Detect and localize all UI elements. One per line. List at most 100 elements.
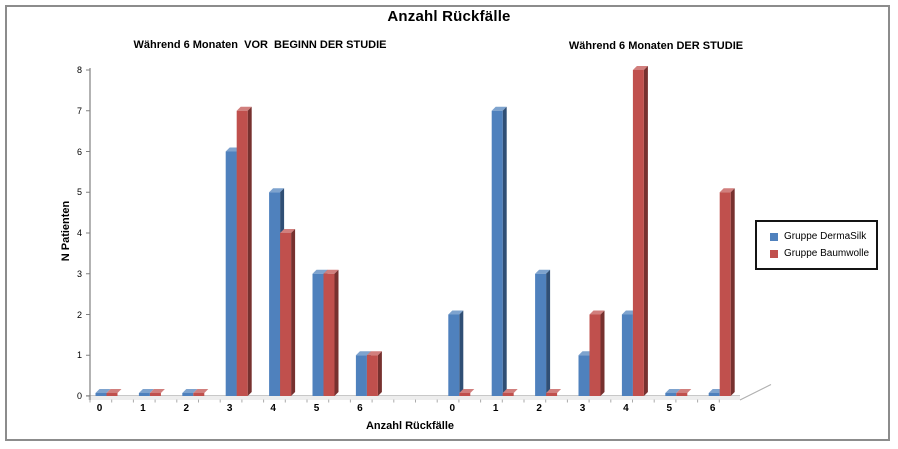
x-category-label: 6 [357, 403, 363, 414]
x-category-label: 0 [449, 403, 456, 414]
y-tick-label: 0 [76, 391, 82, 401]
bar [280, 233, 292, 396]
x-category-label: 0 [96, 403, 103, 414]
bar-side-face [247, 106, 252, 396]
x-category-label: 1 [492, 403, 499, 414]
bar [225, 151, 237, 396]
x-category-label: 3 [226, 403, 233, 414]
bar-side-face [730, 188, 735, 396]
bar-zero-top-face [106, 389, 122, 393]
x-category-label: 1 [140, 403, 146, 414]
bar [491, 110, 503, 396]
bar [366, 355, 378, 396]
bar-zero-top-face [138, 389, 154, 393]
y-axis-title: N Patienten [60, 200, 72, 262]
bar-side-face [546, 269, 551, 396]
bar [719, 192, 731, 396]
bar-side-face [291, 229, 296, 396]
y-tick-label: 1 [76, 350, 82, 361]
x-category-label: 6 [709, 403, 716, 414]
bar-zero-top-face [502, 389, 518, 393]
x-category-label: 2 [536, 403, 542, 414]
bar-top-face [535, 269, 551, 274]
x-category-label: 5 [313, 403, 320, 414]
y-tick-label: 4 [76, 228, 82, 238]
bar-top-face [312, 269, 328, 274]
y-tick-label: 6 [76, 146, 82, 157]
bar-zero-top-face [95, 389, 111, 393]
bar-zero [502, 393, 514, 396]
bar [312, 273, 324, 396]
bar-side-face [334, 269, 339, 396]
bar-side-face [502, 106, 507, 396]
bar-zero-top-face [676, 389, 692, 393]
bar [578, 355, 590, 396]
bar [355, 355, 367, 396]
bar-top-face [491, 106, 507, 111]
bar-zero [149, 393, 161, 396]
bar-zero-top-face [193, 389, 209, 393]
y-tick-label: 2 [76, 309, 82, 320]
x-category-label: 4 [623, 403, 629, 414]
legend-swatch-dermasilk-icon [770, 232, 778, 241]
bar [269, 192, 281, 396]
group-header-during-study: Während 6 Monaten DER STUDIE [568, 40, 744, 52]
bar-zero-top-face [459, 389, 475, 393]
x-category-label: 3 [579, 403, 586, 414]
bar-top-face [719, 188, 735, 193]
bar-top-face [448, 310, 464, 315]
legend-label-dermasilk: Gruppe DermaSilk [784, 231, 867, 242]
legend-item-dermasilk: Gruppe DermaSilk [770, 228, 876, 245]
bar-top-face [269, 188, 285, 193]
group-header-before-study: Während 6 Monaten VOR BEGINN DER STUDIE [133, 39, 387, 51]
bar-zero-top-face [546, 389, 562, 393]
bar [535, 273, 547, 396]
legend-label-baumwolle: Gruppe Baumwolle [784, 248, 870, 259]
bar-zero [193, 393, 205, 396]
legend-item-baumwolle: Gruppe Baumwolle [770, 245, 876, 262]
bar-side-face [643, 66, 648, 396]
legend-swatch-baumwolle-icon [770, 249, 778, 258]
chart-border-frame [5, 5, 890, 441]
bar-top-face [236, 106, 252, 111]
x-category-label: 4 [270, 403, 276, 414]
bar-top-face [355, 351, 371, 356]
bar [323, 273, 335, 396]
y-tick-label: 7 [76, 105, 82, 116]
bar-zero [665, 393, 677, 396]
y-tick-label: 5 [76, 187, 82, 198]
legend-box: Gruppe DermaSilk Gruppe Baumwolle [755, 220, 878, 270]
bar-side-face [377, 351, 382, 396]
bar-side-face [459, 310, 464, 396]
bar-zero [106, 393, 118, 396]
bar-top-face [280, 229, 296, 233]
bar [589, 314, 601, 396]
bar-top-face [632, 66, 648, 70]
bar-zero [459, 393, 471, 396]
bar [632, 70, 644, 396]
bar-zero [676, 393, 688, 396]
bar-zero [546, 393, 558, 396]
x-category-label: 2 [183, 403, 190, 414]
bar-zero-top-face [182, 389, 198, 393]
bar [448, 314, 460, 396]
y-tick-label: 8 [76, 65, 82, 75]
bar-zero [138, 393, 150, 396]
floor-perspective-edge [739, 383, 772, 401]
bar-zero [708, 393, 720, 396]
bar-zero [95, 393, 107, 396]
bar-top-face [589, 310, 605, 315]
bar-zero-top-face [149, 389, 165, 393]
bar [236, 110, 248, 396]
bar-zero [182, 393, 194, 396]
plot-floor [88, 395, 740, 400]
chart-title: Anzahl Rückfälle [387, 8, 511, 25]
y-tick-label: 3 [76, 268, 82, 279]
bar-top-face [323, 269, 339, 274]
bar [621, 314, 633, 396]
x-axis-title: Anzahl Rückfälle [365, 420, 455, 432]
bar-top-face [366, 351, 382, 356]
x-category-label: 5 [666, 403, 673, 414]
